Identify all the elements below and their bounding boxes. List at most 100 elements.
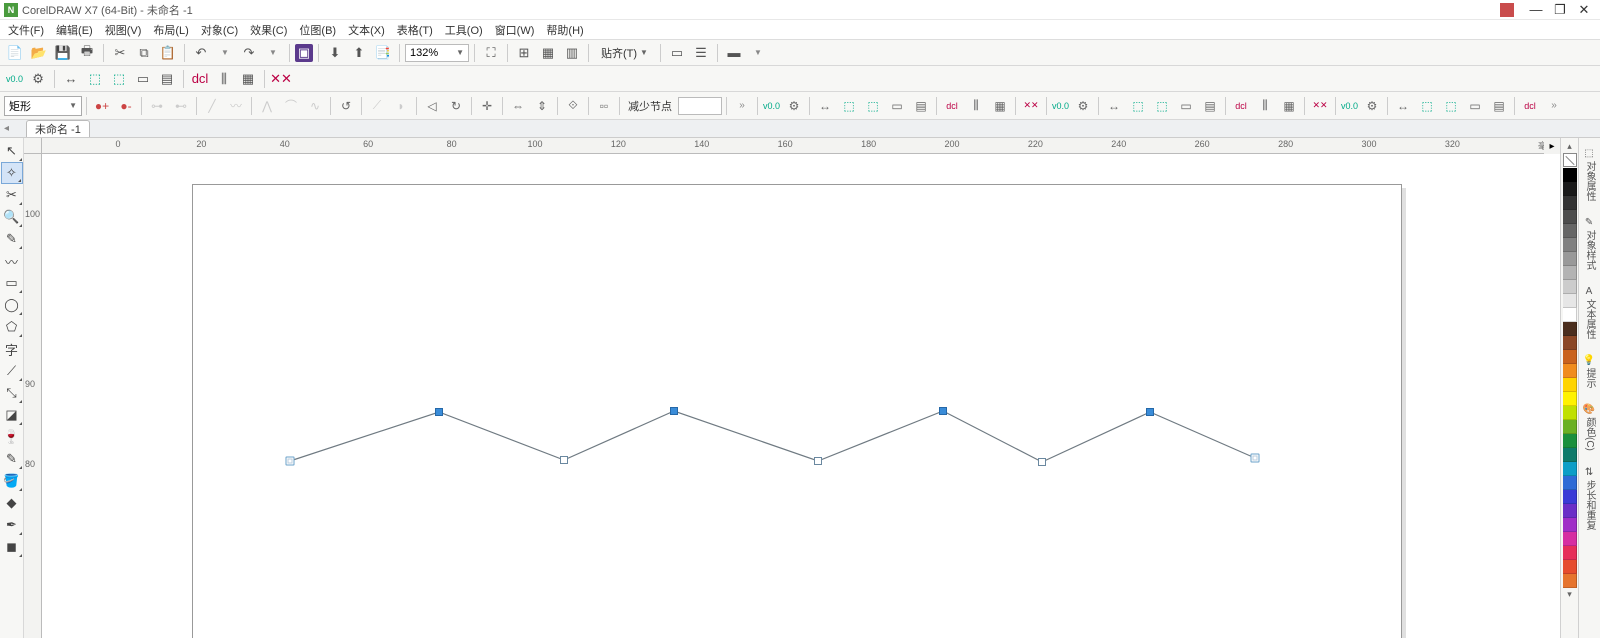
horizontal-ruler[interactable]: 毫米 0204060801001201401601802002202402602… (42, 138, 1560, 154)
color-swatch[interactable] (1563, 448, 1577, 462)
align-nodes-button[interactable]: ✛ (476, 95, 498, 117)
menu-item-11[interactable]: 帮助(H) (540, 20, 589, 40)
minimize-button[interactable]: — (1524, 1, 1548, 19)
grp1-e[interactable]: ▭ (886, 95, 908, 117)
color-swatch[interactable] (1563, 378, 1577, 392)
grp3-d[interactable]: ⬚ (1440, 95, 1462, 117)
symmetric-node-button[interactable]: ∿ (304, 95, 326, 117)
menu-item-8[interactable]: 表格(T) (391, 20, 439, 40)
color-swatch[interactable] (1563, 560, 1577, 574)
to-curve-button[interactable]: 〰 (225, 95, 247, 117)
color-swatch[interactable] (1563, 476, 1577, 490)
close-button[interactable]: ✕ (1572, 1, 1596, 19)
menu-item-6[interactable]: 位图(B) (293, 20, 342, 40)
copy-button[interactable]: ⧉ (133, 42, 155, 64)
fullscreen-button[interactable]: ⛶ (480, 42, 502, 64)
color-swatch[interactable] (1563, 252, 1577, 266)
docker-tab-1[interactable]: ✎对象样式 (1580, 211, 1599, 276)
ellipse-tool[interactable]: ◯ (1, 294, 23, 316)
grp2-d[interactable]: ⬚ (1151, 95, 1173, 117)
grp3-c[interactable]: ⬚ (1416, 95, 1438, 117)
curve-node[interactable] (670, 407, 678, 415)
color-swatch[interactable] (1563, 574, 1577, 588)
grp3-a[interactable]: ⚙ (1361, 95, 1383, 117)
add-node-button[interactable]: ●+ (91, 95, 113, 117)
grp3-f[interactable]: ▤ (1488, 95, 1510, 117)
macro-btn-1[interactable]: ⚙ (27, 68, 49, 90)
curve-node[interactable] (435, 408, 443, 416)
color-swatch[interactable] (1563, 490, 1577, 504)
color-swatch[interactable] (1563, 392, 1577, 406)
docker-tab-4[interactable]: 🎨颜色(C) (1580, 398, 1599, 457)
menu-item-7[interactable]: 文本(X) (342, 20, 391, 40)
polygon-tool[interactable]: ⬠ (1, 316, 23, 338)
pick-tool[interactable]: ↖ (1, 140, 23, 162)
color-swatch[interactable] (1563, 294, 1577, 308)
document-tab[interactable]: 未命名 -1 (26, 120, 90, 137)
color-swatch[interactable] (1563, 238, 1577, 252)
redo-dropdown[interactable]: ▼ (262, 42, 284, 64)
cut-button[interactable]: ✂ (109, 42, 131, 64)
to-line-button[interactable]: ╱ (201, 95, 223, 117)
grp2-e[interactable]: ▭ (1175, 95, 1197, 117)
print-button[interactable]: 🖶 (76, 42, 98, 64)
color-swatch[interactable] (1563, 532, 1577, 546)
grp2-j[interactable]: ✕✕ (1309, 95, 1331, 117)
menu-item-3[interactable]: 布局(L) (147, 20, 194, 40)
grp1-g[interactable]: dcl (941, 95, 963, 117)
color-swatch[interactable] (1563, 168, 1577, 182)
curve-node[interactable] (814, 457, 822, 465)
palette-scroll-down-icon[interactable]: ▾ (1562, 588, 1578, 600)
tool-c1[interactable]: ✕✕ (270, 68, 292, 90)
grp3-e[interactable]: ▭ (1464, 95, 1486, 117)
curve-node[interactable] (1038, 458, 1046, 466)
reflect-h-button[interactable]: ⇔ (507, 95, 529, 117)
grp1-c[interactable]: ⬚ (838, 95, 860, 117)
tool-a5[interactable]: ▤ (156, 68, 178, 90)
grp1-h[interactable]: ⫼ (965, 95, 987, 117)
color-swatch[interactable] (1563, 420, 1577, 434)
crop-tool[interactable]: ✂ (1, 184, 23, 206)
tool-a1[interactable]: ↔ (60, 68, 82, 90)
menu-item-4[interactable]: 对象(C) (195, 20, 244, 40)
snap-to-dropdown[interactable]: 贴齐(T) ▼ (594, 43, 655, 63)
palette-scroll-up-icon[interactable]: ▴ (1562, 140, 1578, 152)
color-swatch[interactable] (1563, 266, 1577, 280)
reverse-direction-button[interactable]: ↺ (335, 95, 357, 117)
ruler-origin[interactable] (24, 138, 42, 154)
color-swatch[interactable] (1563, 210, 1577, 224)
color-swatch[interactable] (1563, 518, 1577, 532)
close-curve-button[interactable]: ◁ (421, 95, 443, 117)
new-button[interactable]: 📄 (4, 42, 26, 64)
color-swatch[interactable] (1563, 504, 1577, 518)
color-swatch[interactable] (1563, 434, 1577, 448)
tool-b3[interactable]: ▦ (237, 68, 259, 90)
options-button[interactable]: ▭ (666, 42, 688, 64)
text-tool[interactable]: 字 (1, 338, 23, 360)
overflow-2[interactable]: » (1543, 95, 1565, 117)
shape-type-select[interactable]: 矩形 ▼ (4, 96, 82, 116)
menu-item-0[interactable]: 文件(F) (2, 20, 50, 40)
break-node-button[interactable]: ⊷ (170, 95, 192, 117)
save-button[interactable]: 💾 (52, 42, 74, 64)
undo-button[interactable]: ↶ (190, 42, 212, 64)
show-grid-button[interactable]: ▦ (537, 42, 559, 64)
no-fill-swatch[interactable] (1563, 153, 1577, 167)
color-swatch[interactable] (1563, 280, 1577, 294)
grp2-g[interactable]: dcl (1230, 95, 1252, 117)
menu-item-2[interactable]: 视图(V) (99, 20, 148, 40)
restore-button[interactable]: ❐ (1548, 1, 1572, 19)
fill-tool[interactable]: ◼ (1, 536, 23, 558)
tool-a4[interactable]: ▭ (132, 68, 154, 90)
smooth-node-button[interactable]: ⌒ (280, 95, 302, 117)
color-swatch[interactable] (1563, 196, 1577, 210)
grp2-b[interactable]: ↔ (1103, 95, 1125, 117)
color-swatch[interactable] (1563, 546, 1577, 560)
tool-b1[interactable]: dcl (189, 68, 211, 90)
color-swatch[interactable] (1563, 308, 1577, 322)
docker-tab-0[interactable]: ⬚对象属性 (1580, 142, 1599, 207)
publish-pdf-button[interactable]: 📑 (372, 42, 394, 64)
docker-tab-2[interactable]: A文本属性 (1580, 280, 1599, 345)
vertical-ruler[interactable]: 1009080 (24, 154, 42, 638)
grp1-b[interactable]: ↔ (814, 95, 836, 117)
